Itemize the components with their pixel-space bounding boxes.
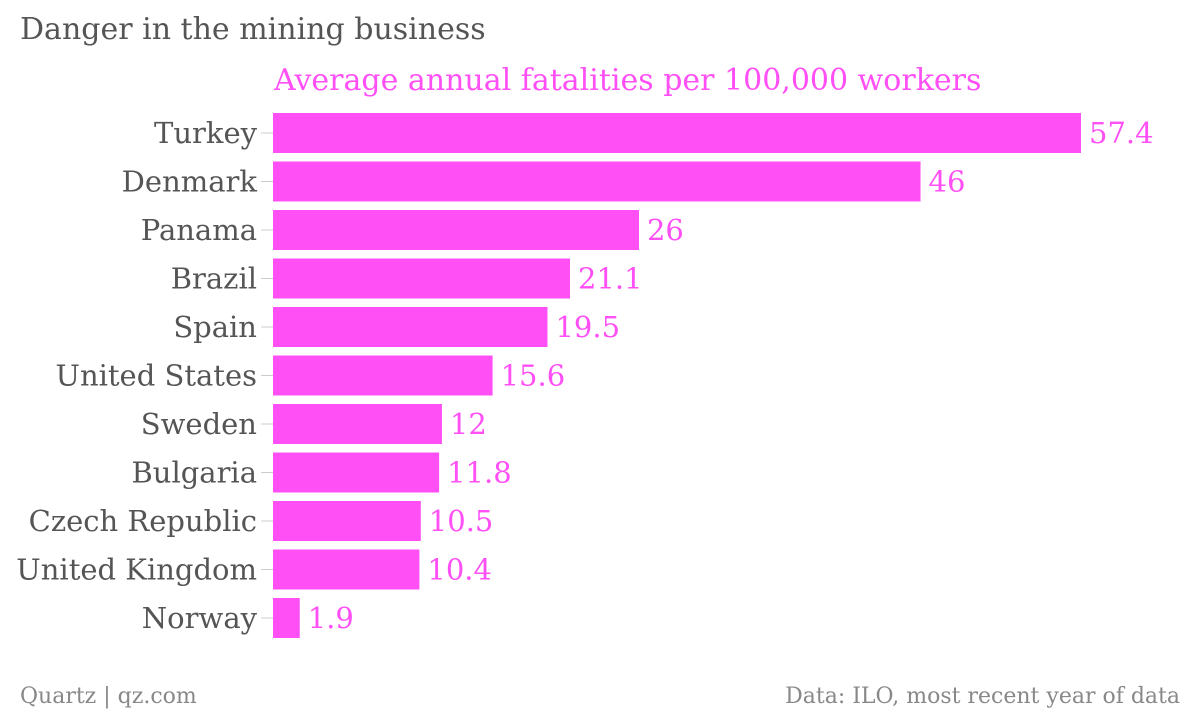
value-label: 10.5	[429, 504, 494, 538]
value-label: 46	[929, 165, 966, 199]
bar	[273, 161, 921, 202]
category-label: Denmark	[122, 165, 258, 199]
category-label: Panama	[141, 213, 257, 247]
bar	[273, 307, 548, 347]
bar	[273, 452, 440, 493]
value-label: 19.5	[555, 310, 620, 344]
category-label: Brazil	[171, 262, 257, 296]
value-label: 26	[647, 213, 684, 247]
category-label: Spain	[173, 310, 257, 344]
bar	[273, 549, 420, 590]
category-label: United States	[56, 359, 258, 393]
category-label: Turkey	[154, 116, 258, 150]
category-label: Sweden	[141, 407, 257, 441]
value-label: 57.4	[1089, 116, 1154, 150]
bar	[273, 355, 493, 396]
value-label: 11.8	[447, 456, 512, 490]
value-label: 15.6	[501, 359, 566, 393]
value-label: 21.1	[578, 262, 643, 296]
footer-credit: Quartz | qz.com	[20, 684, 197, 709]
value-label: 10.4	[427, 553, 492, 587]
category-label: Czech Republic	[29, 504, 257, 538]
bar	[273, 404, 442, 444]
value-label: 12	[450, 407, 487, 441]
bar	[273, 258, 571, 299]
value-label: 1.9	[308, 601, 354, 635]
chart-subtitle: Average annual fatalities per 100,000 wo…	[274, 63, 982, 98]
footer-source: Data: ILO, most recent year of data	[785, 684, 1180, 709]
bar	[273, 598, 300, 638]
category-label: Bulgaria	[131, 456, 257, 490]
bar	[273, 501, 421, 541]
chart-title: Danger in the mining business	[20, 12, 486, 47]
category-label: Norway	[142, 601, 258, 635]
category-label: United Kingdom	[16, 553, 257, 587]
bar	[273, 113, 1081, 153]
bar	[273, 210, 639, 250]
